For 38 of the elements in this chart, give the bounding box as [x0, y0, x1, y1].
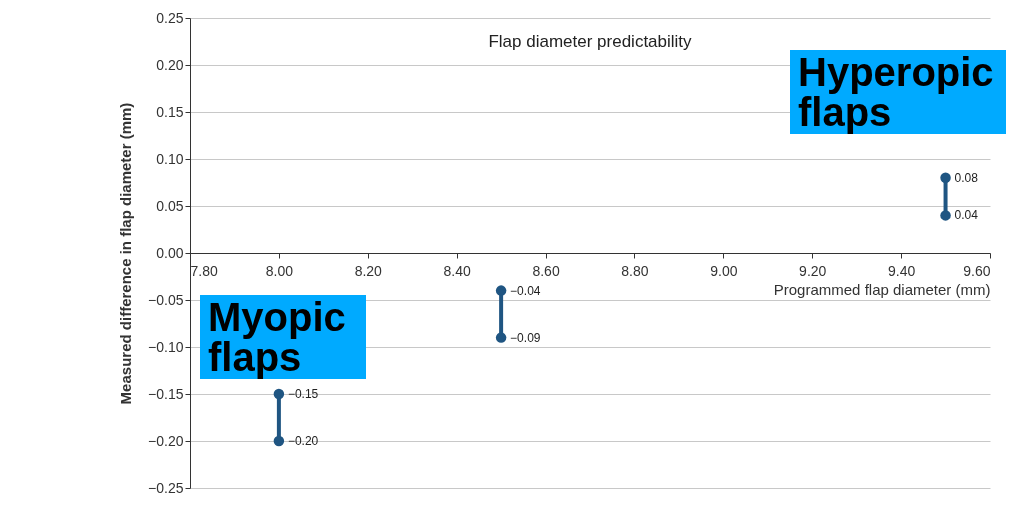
x-tick-label: 9.20	[799, 262, 827, 279]
point	[940, 210, 951, 221]
point	[273, 435, 285, 447]
data-label: −0.04	[510, 283, 541, 298]
y-tick-label: 0.05	[156, 197, 184, 214]
point	[495, 332, 507, 343]
y-tick-label: 0.10	[156, 150, 184, 167]
x-tick-label: 9.60	[963, 262, 991, 279]
data-label: −0.09	[510, 330, 541, 345]
x-tick-label: 9.00	[710, 262, 738, 279]
y-tick-label: −0.25	[148, 479, 184, 496]
annotation: Hyperopic flaps	[790, 50, 1006, 134]
x-axis-title: Programmed flap diameter (mm)	[773, 280, 991, 298]
y-tick-label: 0.20	[156, 56, 184, 73]
x-tick-label: 9.40	[887, 262, 916, 279]
data-label: 0.08	[954, 170, 979, 185]
y-tick-label: 0.25	[156, 9, 184, 26]
y-tick-label: 0.15	[156, 103, 184, 120]
y-tick-label: −0.10	[148, 338, 184, 355]
y-tick-label: −0.05	[148, 291, 184, 308]
point	[495, 285, 507, 296]
data-label: −0.15	[287, 387, 319, 401]
x-tick-label: 8.40	[443, 262, 471, 279]
y-tick-label: 0.00	[156, 244, 184, 261]
x-tick-label: 8.80	[621, 262, 649, 279]
data-label: −0.20	[287, 434, 319, 448]
y-tick-label: −0.20	[148, 432, 184, 449]
x-tick-label: 8.60	[532, 262, 560, 279]
text: Flap diameter predictability	[488, 32, 693, 51]
annotation: Myopic flaps	[200, 295, 366, 379]
point	[273, 388, 285, 400]
x-tick-label: 8.20	[354, 262, 383, 279]
data-label: 0.04	[954, 208, 979, 223]
point	[940, 172, 951, 184]
x-tick-label: 8.00	[265, 262, 294, 279]
y-axis-title: Measured difference in flap diameter (mm)	[117, 102, 135, 405]
x-tick-label: 7.80	[190, 262, 218, 279]
y-tick-label: −0.15	[148, 385, 184, 402]
